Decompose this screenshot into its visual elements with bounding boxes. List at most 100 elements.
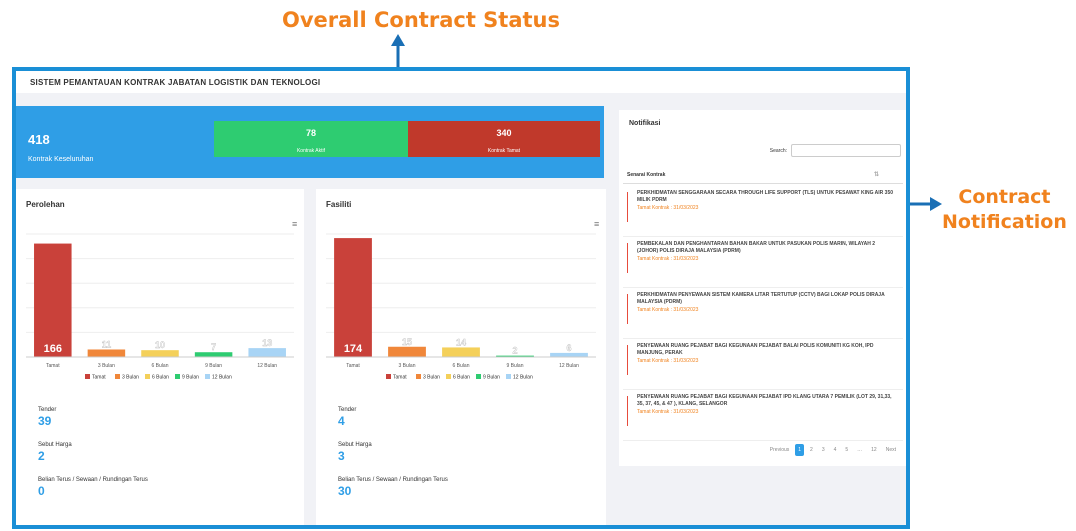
contract-title: PERKHIDMATAN SENGGARAAN SECARA THROUGH L… [637,190,894,203]
sebut-harga-value: 2 [38,449,45,463]
chart-menu-icon[interactable]: ≡ [594,219,600,229]
belian-terus-label: Belian Terus / Sewaan / Rundingan Terus [38,477,148,483]
total-contracts-value: 418 [28,132,50,147]
sebut-harga-label: Sebut Harga [38,442,72,448]
pager-page-2[interactable]: 2 [810,447,813,453]
list-item[interactable]: PERKHIDMATAN PENYEWAAN SISTEM KAMERA LIT… [623,288,903,339]
pager-page-5[interactable]: 5 [845,447,849,453]
chart-menu-icon[interactable]: ≡ [292,219,298,229]
tick-label: 9 Bulan [205,363,222,369]
active-contracts-label: Kontrak Aktif [296,148,326,154]
tick-label: 3 Bulan [399,363,416,369]
bar-12-bulan[interactable] [248,348,286,357]
contract-end-date: Tamat Kontrak : 31/03/2023 [637,409,699,415]
contract-summary-card: 418 Kontrak Keseluruhan 78 Kontrak Aktif… [16,106,604,178]
legend-label[interactable]: 9 Bulan [182,375,199,381]
pager-page-1[interactable]: 1 [795,444,805,456]
tender-label: Tender [38,407,57,413]
expired-contracts-label: Kontrak Tamat [487,148,521,154]
notification-list: PERKHIDMATAN SENGGARAAN SECARA THROUGH L… [623,186,903,441]
sebut-harga-value: 3 [338,449,345,463]
tick-label: 6 Bulan [453,363,470,369]
tick-label: 6 Bulan [152,363,169,369]
bar-6-bulan[interactable] [442,347,480,357]
bar-12-bulan[interactable] [550,352,588,357]
notifications-panel: Notifikasi Search: Senarai Kontrak ⇅ PER… [619,110,906,466]
perolehan-stats: Tender 39 Sebut Harga 2 Belian Terus / S… [38,407,148,512]
legend-swatch[interactable] [476,374,481,379]
legend-label[interactable]: 9 Bulan [483,375,500,381]
data-label: 166 [44,343,62,355]
tick-label: 12 Bulan [559,363,579,369]
data-label: 174 [344,343,363,355]
bar-tamat[interactable] [34,243,72,357]
bar-9-bulan[interactable] [194,352,233,357]
bar-3-bulan[interactable] [87,349,126,357]
search-input[interactable] [791,144,901,157]
legend-label[interactable]: Tamat [92,375,106,381]
perolehan-panel: Perolehan ≡ 166 Tamat 11 3 Bulan 10 6 Bulan 7 9… [16,189,304,525]
sort-icon[interactable]: ⇅ [873,172,879,178]
data-label: 2 [512,346,517,356]
legend-label[interactable]: 3 Bulan [122,375,139,381]
list-item[interactable]: PENYEWAAN RUANG PEJABAT BAGI KEGUNAAN PE… [623,390,903,441]
dashboard-frame: SISTEM PEMANTAUAN KONTRAK JABATAN LOGIST… [12,67,910,529]
legend-label[interactable]: Tamat [393,375,407,381]
contract-notification-callout: Contract Notification [942,185,1067,235]
pager-page-4[interactable]: 4 [833,447,837,453]
expired-contracts-tile[interactable]: 340 Kontrak Tamat [408,121,600,157]
callout-line-2: Notification [942,211,1067,233]
callout-line-1: Contract [958,186,1051,208]
contract-end-date: Tamat Kontrak : 31/03/2023 [637,307,699,313]
legend-swatch[interactable] [416,374,421,379]
legend-swatch[interactable] [145,374,150,379]
contract-end-date: Tamat Kontrak : 31/03/2023 [637,358,699,364]
legend-label[interactable]: 3 Bulan [423,375,440,381]
pager-page-3[interactable]: 3 [821,447,825,453]
legend-label[interactable]: 12 Bulan [212,375,232,381]
search-label: Search: [769,147,787,154]
contract-title: PEMBEKALAN DAN PENGHANTARAN BAHAN BAKAR … [637,241,876,254]
list-item[interactable]: PERKHIDMATAN SENGGARAAN SECARA THROUGH L… [623,186,903,237]
bar-9-bulan[interactable] [496,355,534,357]
legend-label[interactable]: 6 Bulan [453,375,470,381]
tick-label: 9 Bulan [507,363,524,369]
legend-swatch[interactable] [115,374,120,379]
bar-tamat[interactable] [334,238,372,357]
list-item[interactable]: PENYEWAAN RUANG PEJABAT BAGI KEGUNAAN PE… [623,339,903,390]
data-label: 13 [262,338,272,348]
list-item[interactable]: PEMBEKALAN DAN PENGHANTARAN BAHAN BAKAR … [623,237,903,288]
legend-label[interactable]: 12 Bulan [513,375,533,381]
notifications-title: Notifikasi [629,120,661,127]
belian-terus-label: Belian Terus / Sewaan / Rundingan Terus [338,477,448,483]
search-wrap: Search: [770,144,901,157]
contract-title: PENYEWAAN RUANG PEJABAT BAGI KEGUNAAN PE… [637,343,874,356]
legend-label[interactable]: 6 Bulan [152,375,169,381]
legend-swatch[interactable] [205,374,210,379]
app-title: SISTEM PEMANTAUAN KONTRAK JABATAN LOGIST… [16,71,906,93]
pager-page-12[interactable]: 12 [871,447,877,453]
pager-next[interactable]: Next [885,447,896,453]
active-contracts-tile[interactable]: 78 Kontrak Aktif [214,121,408,157]
pager-previous[interactable]: Previous [769,447,790,453]
active-contracts-value: 78 [305,128,316,138]
legend-swatch[interactable] [85,374,90,379]
pager-ellipsis: … [857,447,863,453]
contract-end-date: Tamat Kontrak : 31/03/2023 [637,205,699,211]
bar-3-bulan[interactable] [388,346,426,357]
contract-end-date: Tamat Kontrak : 31/03/2023 [637,256,699,262]
fasiliti-chart: 174 Tamat 15 3 Bulan 14 6 Bulan 2 9 Bulan 6 12 Bu… [326,233,596,381]
legend-swatch[interactable] [386,374,391,379]
belian-terus-value: 0 [38,484,45,498]
column-header[interactable]: Senarai Kontrak ⇅ [623,168,903,184]
data-label: 10 [155,340,165,350]
fasiliti-panel: Fasiliti ≡ 174 Tamat 15 3 Bulan 14 6 Bulan 2 9 … [316,189,606,525]
data-label: 6 [566,343,571,353]
bar-6-bulan[interactable] [141,350,179,357]
legend-swatch[interactable] [175,374,180,379]
belian-terus-value: 30 [338,484,352,498]
legend-swatch[interactable] [506,374,511,379]
tick-label: Tamat [346,363,360,369]
legend-swatch[interactable] [446,374,451,379]
